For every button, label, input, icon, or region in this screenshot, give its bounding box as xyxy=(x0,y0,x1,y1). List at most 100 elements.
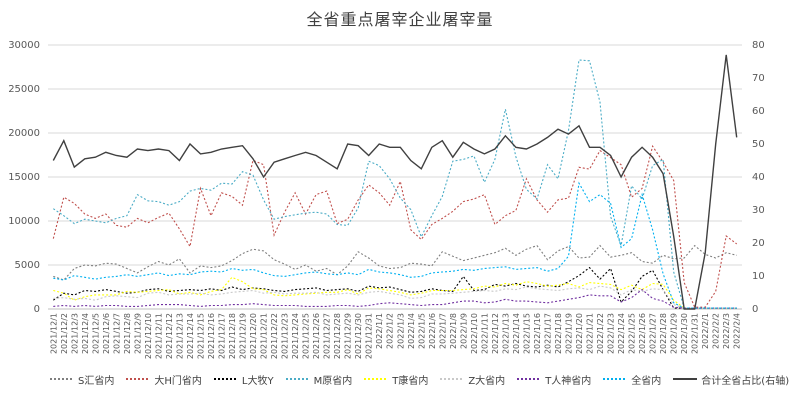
x-tick-label: 2022/1/19 xyxy=(565,313,574,354)
legend-swatch xyxy=(285,378,310,380)
x-tick-label: 2022/2/2 xyxy=(712,313,721,349)
legend-swatch xyxy=(50,378,74,380)
x-tick-label: 2022/1/9 xyxy=(459,313,468,349)
y-right-tick-label: 40 xyxy=(752,172,765,183)
x-tick-label: 2021/12/31 xyxy=(365,313,374,359)
x-tick-label: 2022/1/21 xyxy=(586,313,595,354)
x-tick-label: 2022/1/6 xyxy=(428,313,437,349)
legend-item: M原省内 xyxy=(285,372,353,387)
legend-swatch xyxy=(440,378,465,380)
x-tick-label: 2021/12/10 xyxy=(144,313,153,359)
x-tick-label: 2022/1/18 xyxy=(554,313,563,354)
x-tick-label: 2021/12/13 xyxy=(175,313,184,359)
legend: S汇省内 大H门省内 L大牧Y M原省内 T康省内 Z大省内 T人神省内 全省内 合计全省占比(… xyxy=(50,368,790,390)
y-right-tick-label: 60 xyxy=(752,106,765,117)
legend-item: Z大省内 xyxy=(440,372,505,387)
x-tick-label: 2021/12/1 xyxy=(49,313,58,354)
y-left-tick-label: 25000 xyxy=(8,84,40,95)
x-tick-label: 2021/12/27 xyxy=(323,313,332,359)
x-tick-label: 2021/12/20 xyxy=(249,313,258,359)
y-right-tick-label: 80 xyxy=(752,40,765,51)
x-tick-label: 2022/1/15 xyxy=(522,313,531,354)
x-tick-label: 2022/1/20 xyxy=(575,313,584,354)
y-left-tick-label: 30000 xyxy=(8,40,40,51)
x-tick-label: 2022/1/22 xyxy=(596,313,605,354)
series-line-2 xyxy=(52,266,737,309)
x-tick-label: 2021/12/19 xyxy=(239,313,248,359)
x-tick-label: 2022/2/3 xyxy=(722,313,731,349)
legend-swatch xyxy=(673,378,698,380)
x-tick-label: 2021/12/16 xyxy=(207,313,216,359)
legend-swatch xyxy=(603,378,628,380)
gridlines xyxy=(48,44,742,310)
legend-label: 合计全省占比(右轴) xyxy=(701,375,790,387)
y-right-tick-label: 50 xyxy=(752,139,765,150)
x-tick-label: 2022/1/4 xyxy=(407,313,416,349)
x-tick-label: 2022/1/8 xyxy=(449,313,458,349)
y-right-tick-label: 70 xyxy=(752,73,765,84)
x-tick-label: 2022/1/24 xyxy=(617,313,626,354)
x-tick-label: 2022/1/5 xyxy=(417,313,426,349)
legend-label: T康省内 xyxy=(392,375,429,387)
y-right-tick-label: 30 xyxy=(752,205,765,216)
x-tick-label: 2022/1/1 xyxy=(375,313,384,349)
x-tick-label: 2021/12/24 xyxy=(291,313,300,359)
x-tick-label: 2021/12/28 xyxy=(333,313,342,359)
series-line-7 xyxy=(53,181,737,309)
x-tick-label: 2022/1/12 xyxy=(491,313,500,354)
legend-label: S汇省内 xyxy=(78,375,115,387)
y-left-tick-label: 5000 xyxy=(15,260,40,271)
legend-label: M原省内 xyxy=(313,375,353,387)
x-tick-label: 2022/1/16 xyxy=(533,313,542,354)
legend-label: L大牧Y xyxy=(241,375,274,387)
series-line-8 xyxy=(52,54,738,310)
x-tick-label: 2021/12/9 xyxy=(133,313,142,354)
x-tick-label: 2021/12/21 xyxy=(260,313,269,359)
x-tick-label: 2021/12/23 xyxy=(281,313,290,359)
x-tick-label: 2022/1/2 xyxy=(386,313,395,349)
x-tick-label: 2022/1/11 xyxy=(480,313,489,354)
legend-swatch xyxy=(364,378,389,380)
x-tick-label: 2022/1/27 xyxy=(649,313,658,354)
legend-item: 全省内 xyxy=(603,372,661,387)
y-right-tick-label: 10 xyxy=(752,271,765,282)
legend-item: T人神省内 xyxy=(517,372,591,387)
x-tick-label: 2021/12/30 xyxy=(354,313,363,359)
x-tick-label: 2021/12/2 xyxy=(60,313,69,354)
legend-item: S汇省内 xyxy=(50,372,114,387)
legend-swatch xyxy=(517,378,542,380)
x-tick-label: 2022/1/10 xyxy=(470,313,479,354)
x-tick-label: 2021/12/3 xyxy=(70,313,79,354)
x-tick-label: 2021/12/7 xyxy=(112,313,121,354)
chart-title: 全省重点屠宰企业屠宰量 xyxy=(306,10,494,29)
y-left-tick-label: 0 xyxy=(34,304,40,315)
x-tick-label: 2021/12/29 xyxy=(344,313,353,359)
x-tick-label: 2022/1/14 xyxy=(512,313,521,354)
x-tick-label: 2022/1/17 xyxy=(543,313,552,354)
legend-item: 大H门省内 xyxy=(126,372,202,387)
legend-item: T康省内 xyxy=(364,372,428,387)
y-axis-right: 0 10 20 30 40 50 60 70 80 xyxy=(752,40,765,315)
x-tick-label: 2021/12/22 xyxy=(270,313,279,359)
x-tick-label: 2021/12/11 xyxy=(154,313,163,359)
x-tick-label: 2021/12/18 xyxy=(228,313,237,359)
x-axis: 2021/12/1 2021/12/2 2021/12/3 2021/12/4 2021… xyxy=(48,308,742,359)
x-tick-label: 2022/1/31 xyxy=(691,313,700,354)
y-right-tick-label: 0 xyxy=(752,304,758,315)
x-tick-label: 2022/1/25 xyxy=(628,313,637,354)
x-tick-label: 2022/1/23 xyxy=(607,313,616,354)
x-tick-label: 2022/1/7 xyxy=(438,313,447,349)
legend-label: 大H门省内 xyxy=(154,375,202,387)
legend-item: 合计全省占比(右轴) xyxy=(673,372,789,387)
legend-swatch xyxy=(213,378,238,380)
y-left-tick-label: 15000 xyxy=(8,172,40,183)
series-line-4 xyxy=(53,276,737,309)
y-left-tick-label: 10000 xyxy=(8,216,40,227)
x-tick-label: 2022/1/26 xyxy=(638,313,647,354)
x-tick-label: 2022/2/4 xyxy=(733,313,742,349)
series-line-1 xyxy=(52,144,738,308)
y-left-tick-label: 20000 xyxy=(8,128,40,139)
x-tick-label: 2021/12/4 xyxy=(81,313,90,354)
series-layer xyxy=(52,54,738,310)
